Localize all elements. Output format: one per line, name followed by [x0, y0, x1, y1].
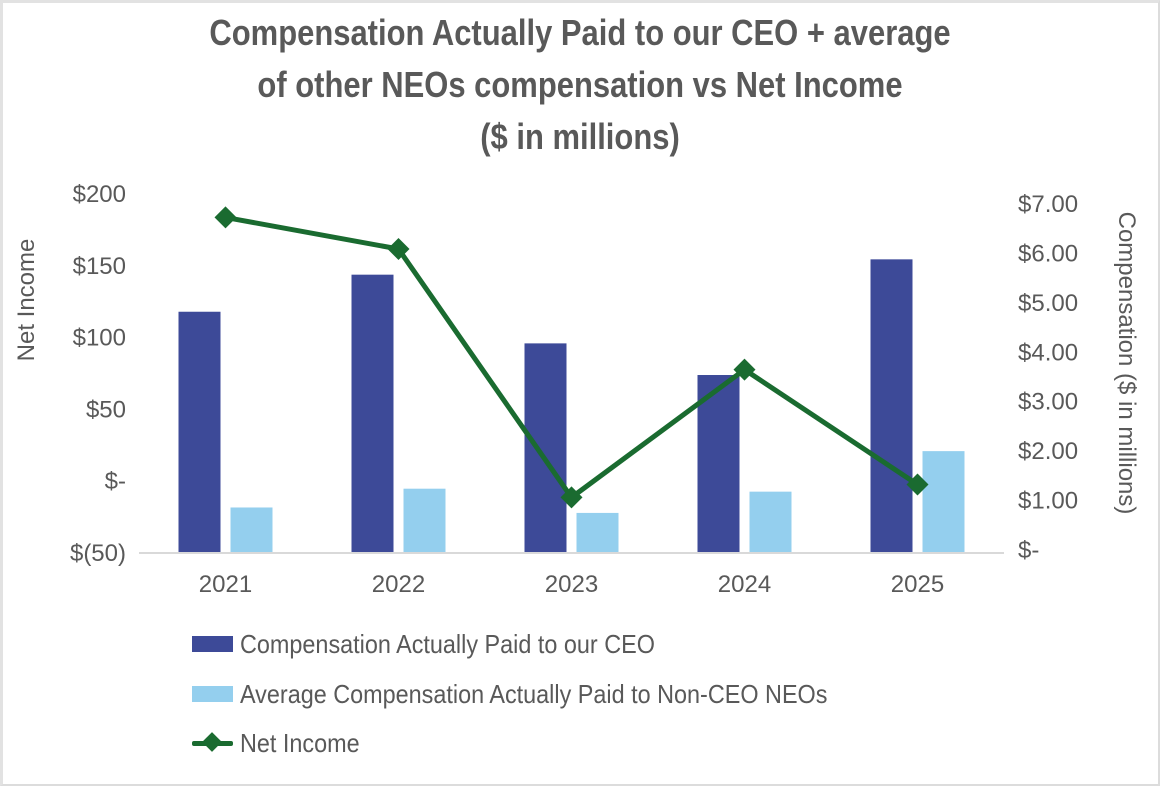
- bar-neo-2021: [230, 507, 273, 553]
- right-axis-tick-label: $2.00: [1018, 438, 1078, 465]
- right-axis-title: Compensation ($ in millions): [1113, 212, 1140, 515]
- right-axis-tick-label: $3.00: [1018, 389, 1078, 416]
- right-axis-tick-label: $5.00: [1018, 290, 1078, 317]
- bar-ceo-2025: [870, 259, 913, 553]
- legend-label-ceo: Compensation Actually Paid to our CEO: [240, 628, 655, 659]
- net-income-marker-2023: [560, 486, 583, 509]
- legend-line-diamond-icon: [192, 732, 233, 754]
- right-axis-tick-label: $4.00: [1018, 339, 1078, 366]
- bars: [178, 259, 965, 553]
- chart-title-line-3: ($ in millions): [480, 116, 680, 157]
- bar-ceo-2022: [351, 274, 394, 553]
- left-axis-tick-label: $50: [86, 396, 126, 423]
- chart-title-line-2: of other NEOs compensation vs Net Income: [257, 64, 903, 105]
- net-income-marker-2022: [387, 238, 410, 261]
- net-income-series: [214, 206, 929, 509]
- right-axis-tick-label: $7.00: [1018, 191, 1078, 218]
- bar-neo-2025: [922, 451, 965, 553]
- legend-label-neo: Average Compensation Actually Paid to No…: [240, 678, 828, 709]
- legend-swatch-neo: [192, 686, 233, 702]
- left-axis-tick-label: $(50): [70, 540, 126, 567]
- left-axis-tick-label: $100: [73, 325, 126, 352]
- bar-ceo-2023: [524, 343, 567, 553]
- chart-plot: $200 $150 $100 $50 $- $(50) $7.00 $6.00 $5.00 $4…: [13, 181, 1140, 598]
- bar-ceo-2021: [178, 311, 221, 553]
- right-axis-ticks: $7.00 $6.00 $5.00 $4.00 $3.00 $2.00 $1.00 $-: [1018, 191, 1078, 564]
- bar-ceo-2024: [697, 375, 740, 553]
- category-label: 2022: [372, 571, 425, 598]
- net-income-line: [225, 214, 919, 500]
- left-axis-tick-label: $-: [105, 468, 126, 495]
- bar-neo-2022: [403, 488, 446, 553]
- legend-item-neo: Average Compensation Actually Paid to No…: [192, 674, 893, 714]
- chart-title-line-1: Compensation Actually Paid to our CEO + …: [209, 12, 951, 53]
- category-label: 2021: [199, 571, 252, 598]
- legend-label-net-income: Net Income: [240, 727, 360, 758]
- category-label: 2025: [891, 571, 944, 598]
- legend-item-ceo: Compensation Actually Paid to our CEO: [192, 624, 701, 664]
- bar-neo-2024: [749, 491, 792, 553]
- category-label: 2024: [718, 571, 771, 598]
- chart-title: Compensation Actually Paid to our CEO + …: [0, 7, 1160, 163]
- left-axis-tick-label: $150: [73, 253, 126, 280]
- category-labels: 2021 2022 2023 2024 2025: [199, 571, 944, 598]
- right-axis-tick-label: $1.00: [1018, 488, 1078, 515]
- bar-neo-2023: [576, 512, 619, 553]
- right-axis-tick-label: $6.00: [1018, 240, 1078, 267]
- legend-swatch-ceo: [192, 636, 233, 652]
- left-axis-tick-label: $200: [73, 181, 126, 208]
- net-income-marker-2024: [733, 358, 756, 381]
- right-axis-tick-label: $-: [1018, 537, 1039, 564]
- category-label: 2023: [545, 571, 598, 598]
- net-income-marker-2021: [214, 206, 237, 229]
- left-axis-ticks: $200 $150 $100 $50 $- $(50): [70, 181, 126, 567]
- legend-item-net-income: Net Income: [192, 723, 373, 763]
- net-income-marker-2025: [906, 473, 929, 496]
- left-axis-title: Net Income: [13, 239, 40, 362]
